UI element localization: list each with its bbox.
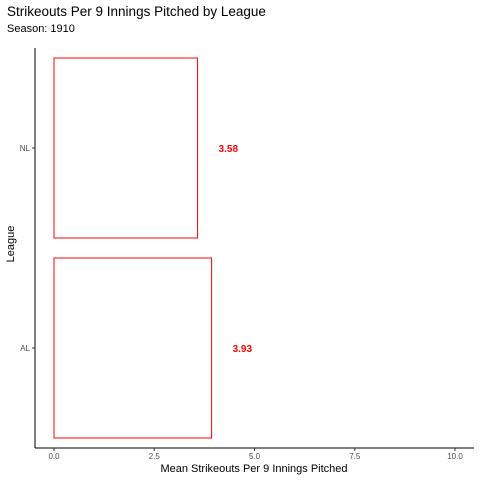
data-label-nl: 3.58 bbox=[219, 144, 239, 155]
x-tick-label: 10.0 bbox=[447, 452, 463, 461]
bar-al bbox=[53, 257, 213, 439]
data-label-al: 3.93 bbox=[233, 344, 253, 355]
x-tick-label: 0.0 bbox=[48, 452, 60, 461]
chart-title: Strikeouts Per 9 Innings Pitched by Leag… bbox=[7, 4, 266, 19]
y-tick-label: NL bbox=[20, 144, 31, 153]
x-tick-label: 2.5 bbox=[149, 452, 161, 461]
y-tick-label: AL bbox=[20, 344, 30, 353]
plot-area: 0.0 2.5 5.0 7.5 10.0 AL 3.93 NL 3.58 bbox=[20, 48, 474, 461]
bar-nl bbox=[53, 57, 199, 239]
y-axis-title: League bbox=[5, 226, 17, 263]
chart-subtitle: Season: 1910 bbox=[7, 23, 75, 35]
x-tick-label: 7.5 bbox=[349, 452, 361, 461]
x-tick-label: 5.0 bbox=[249, 452, 261, 461]
x-axis-title: Mean Strikeouts Per 9 Innings Pitched bbox=[160, 463, 347, 475]
